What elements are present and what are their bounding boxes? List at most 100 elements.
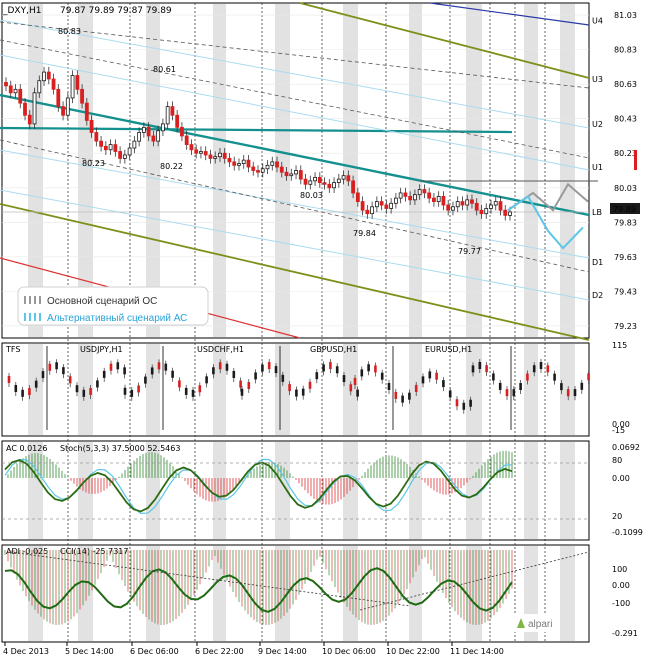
- tfs-label: TFS: [5, 345, 20, 354]
- tfs-bar: [274, 366, 278, 374]
- candle-body: [484, 208, 489, 215]
- tfs-bar: [62, 367, 65, 375]
- peak-labels: 80.83 80.61 80.23 80.22 80.03 79.84 79.77: [58, 27, 481, 256]
- ohlc-readout: 79.87 79.89 79.87 79.89: [60, 6, 172, 16]
- main-scenario-icon: [24, 296, 41, 304]
- candle-body: [241, 159, 246, 164]
- ac-scale: 20: [612, 512, 622, 521]
- channel-line: [429, 2, 590, 26]
- peak-label: 79.84: [353, 229, 376, 238]
- candle-body: [118, 151, 123, 159]
- band: [466, 344, 482, 435]
- candle-body: [251, 166, 256, 171]
- scenario-alt-line: [507, 194, 584, 250]
- tfs-bar: [580, 382, 584, 390]
- candle-body: [156, 130, 161, 142]
- grid: [2, 3, 589, 642]
- tfs-bar: [435, 372, 438, 380]
- tfs-bar: [519, 383, 522, 391]
- tfs-bar: [144, 376, 147, 384]
- tfs-bar: [374, 365, 377, 373]
- adi-trendline: [359, 551, 590, 611]
- tfs-bar: [573, 389, 577, 397]
- tfs-pair-label: GBPUSD,H1: [310, 345, 357, 354]
- tfs-bar: [218, 362, 222, 370]
- alt-scenario-icon: [24, 313, 41, 321]
- tfs-bar: [137, 385, 140, 393]
- tfs-bar: [21, 389, 24, 397]
- tfs-bar: [164, 363, 168, 371]
- candle-body: [489, 204, 493, 209]
- price-tick: 79.83: [614, 218, 637, 227]
- chart-title: _DXY,H1: [2, 6, 41, 16]
- channel-line: [0, 54, 590, 171]
- tfs-bar: [329, 362, 332, 370]
- candle-body: [184, 135, 189, 145]
- tfs-bar: [553, 373, 556, 381]
- candle-body: [189, 144, 194, 151]
- candle-body: [474, 202, 479, 211]
- candle-body: [46, 71, 51, 80]
- time-label: 9 Dec 14:00: [258, 647, 307, 656]
- tfs-bar: [205, 376, 208, 384]
- band: [213, 344, 226, 435]
- candle-body: [384, 204, 389, 209]
- ac-label: AC 0.0126: [6, 444, 47, 453]
- tfs-scale: 0.00: [612, 420, 630, 429]
- tfs-bar: [212, 367, 215, 375]
- tfs-bar: [498, 382, 502, 390]
- candle-body: [270, 161, 275, 166]
- channel-line: [0, 93, 590, 217]
- tfs-bar: [308, 381, 312, 389]
- tfs-pair-label: USDCHF,H1: [197, 345, 244, 354]
- band: [213, 546, 226, 641]
- time-label: 10 Dec 22:00: [386, 647, 440, 656]
- tfs-bar: [360, 369, 364, 377]
- band: [275, 344, 290, 435]
- price-tick: 80.23: [614, 149, 637, 158]
- candle-body: [37, 80, 42, 94]
- band: [78, 344, 93, 435]
- candle-body: [370, 206, 375, 215]
- tfs-bar: [428, 371, 432, 379]
- candle-body: [18, 88, 23, 104]
- tfs-bar: [254, 372, 257, 380]
- watermark-text: alpari: [528, 619, 552, 630]
- tfs-bar: [546, 365, 550, 373]
- tfs-scale: 115: [612, 341, 627, 350]
- candle-body: [465, 199, 470, 206]
- tfs-bar: [116, 362, 120, 370]
- tfs-bar: [225, 363, 229, 371]
- current-price-label: 79.89: [613, 205, 636, 214]
- candle-body: [213, 156, 218, 159]
- candle-body: [203, 151, 208, 156]
- candle-body: [446, 204, 451, 211]
- peak-label: 80.22: [160, 162, 183, 171]
- band: [146, 442, 160, 539]
- candle-body: [332, 182, 336, 189]
- channel-line: [0, 39, 590, 159]
- tfs-bar: [157, 362, 161, 370]
- candle-body: [70, 75, 75, 99]
- band: [409, 4, 422, 337]
- peak-label: 79.77: [458, 247, 481, 256]
- tfs-bar: [261, 364, 264, 372]
- current-price-box: [610, 203, 640, 214]
- candle-body: [132, 140, 137, 149]
- time-label: 6 Dec 06:00: [130, 647, 179, 656]
- candle-body: [260, 168, 265, 173]
- candle-body: [341, 175, 346, 180]
- tfs-bar: [526, 373, 529, 381]
- candle-body: [51, 78, 56, 90]
- regression-channels: [0, 2, 598, 341]
- tfs-bar: [455, 399, 459, 407]
- candle-body: [284, 171, 289, 177]
- adi-trendline: [9, 551, 411, 607]
- candle-body: [103, 145, 108, 151]
- tfs-bar: [566, 389, 570, 397]
- candle-body: [32, 92, 37, 125]
- band: [560, 4, 575, 337]
- candle-body: [42, 71, 46, 82]
- time-axis: 4 Dec 2013 5 Dec 14:00 6 Dec 06:00 6 Dec 22…: [3, 642, 504, 656]
- stoch-main-line: [4, 459, 513, 513]
